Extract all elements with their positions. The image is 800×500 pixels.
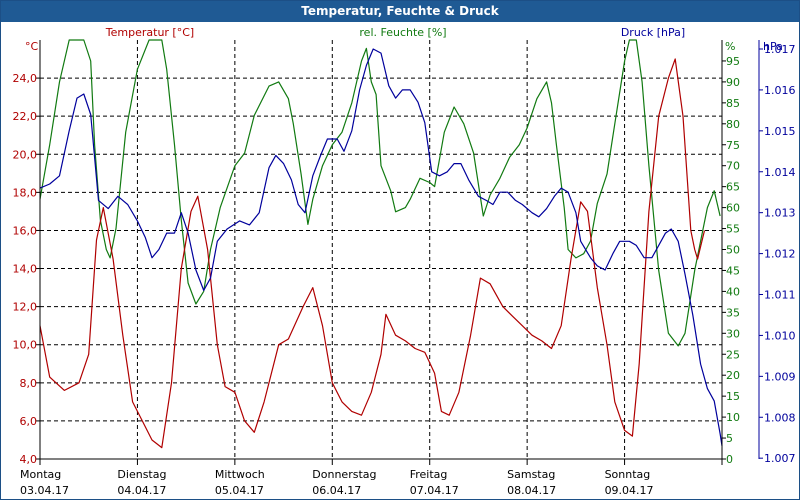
pressure-tick-label: 1.016 [764,84,796,97]
temperature-tick-label: 20,0 [13,148,38,161]
humidity-legend-title: rel. Feuchte [%] [359,26,446,39]
humidity-tick-label: 10 [726,411,740,424]
temperature-tick-label: 14,0 [13,263,38,276]
x-day-label: Samstag [507,468,555,481]
x-date-label: 09.04.17 [605,484,654,497]
pressure-tick-label: 1.017 [764,43,796,56]
temperature-tick-label: 12,0 [13,301,38,314]
humidity-tick-label: 50 [726,244,740,257]
humidity-tick-label: 40 [726,285,740,298]
humidity-tick-label: 70 [726,160,740,173]
humidity-tick-label: 30 [726,327,740,340]
pressure-tick-label: 1.008 [764,411,796,424]
humidity-tick-label: 15 [726,390,740,403]
temperature-series-line [39,58,706,449]
temperature-tick-label: 6,0 [20,415,38,428]
pressure-tick-label: 1.010 [764,329,796,342]
grid-lines [40,40,722,460]
temperature-tick-label: 4,0 [20,453,38,466]
temperature-tick-label: 10,0 [13,339,38,352]
x-date-label: 07.04.17 [410,484,459,497]
temperature-tick-label: 16,0 [13,224,38,237]
humidity-series-line [39,39,721,347]
temperature-legend-title: Temperatur [°C] [105,26,194,39]
x-day-label: Sonntag [605,468,651,481]
humidity-unit-label: % [725,40,735,53]
x-day-label: Freitag [410,468,448,481]
axes-layer [36,40,763,465]
humidity-tick-label: 35 [726,306,740,319]
temperature-tick-label: 8,0 [20,377,38,390]
temperature-tick-label: 22,0 [13,110,38,123]
humidity-tick-label: 5 [726,432,733,445]
pressure-unit-label: hPa [763,40,783,53]
humidity-tick-label: 90 [726,76,740,89]
window-title: Temperatur, Feuchte & Druck [1,1,799,22]
humidity-tick-label: 65 [726,181,740,194]
pressure-legend-title: Druck [hPa] [621,26,685,39]
temperature-tick-label: 24,0 [13,72,38,85]
x-day-label: Montag [20,468,61,481]
x-date-label: 05.04.17 [215,484,264,497]
humidity-tick-label: 85 [726,97,740,110]
humidity-tick-label: 60 [726,202,740,215]
x-day-label: Mittwoch [215,468,265,481]
humidity-tick-label: 45 [726,264,740,277]
x-date-label: 08.04.17 [507,484,556,497]
humidity-tick-label: 80 [726,118,740,131]
pressure-tick-label: 1.012 [764,248,796,261]
humidity-tick-label: 25 [726,348,740,361]
humidity-tick-label: 55 [726,223,740,236]
pressure-tick-label: 1.014 [764,166,796,179]
temperature-tick-label: 18,0 [13,186,38,199]
pressure-tick-label: 1.007 [764,452,796,465]
humidity-tick-label: 75 [726,139,740,152]
pressure-tick-label: 1.011 [764,289,796,302]
humidity-tick-label: 95 [726,55,740,68]
x-date-label: 03.04.17 [20,484,69,497]
humidity-tick-label: 20 [726,369,740,382]
x-day-label: Dienstag [117,468,166,481]
humidity-tick-label: 0 [726,453,733,466]
series-layer [39,39,723,449]
x-date-label: 06.04.17 [312,484,361,497]
pressure-tick-label: 1.015 [764,125,796,138]
x-day-label: Donnerstag [312,468,376,481]
temperature-unit-label: °C [25,40,39,53]
x-date-label: 04.04.17 [117,484,166,497]
pressure-tick-label: 1.013 [764,207,796,220]
pressure-tick-label: 1.009 [764,370,796,383]
pressure-series-line [39,48,723,446]
labels-layer: 4,0 6,0 8,0 10,0 12,0 14,0 16,0 18,0 20,0 22,0 24,… [13,26,796,497]
